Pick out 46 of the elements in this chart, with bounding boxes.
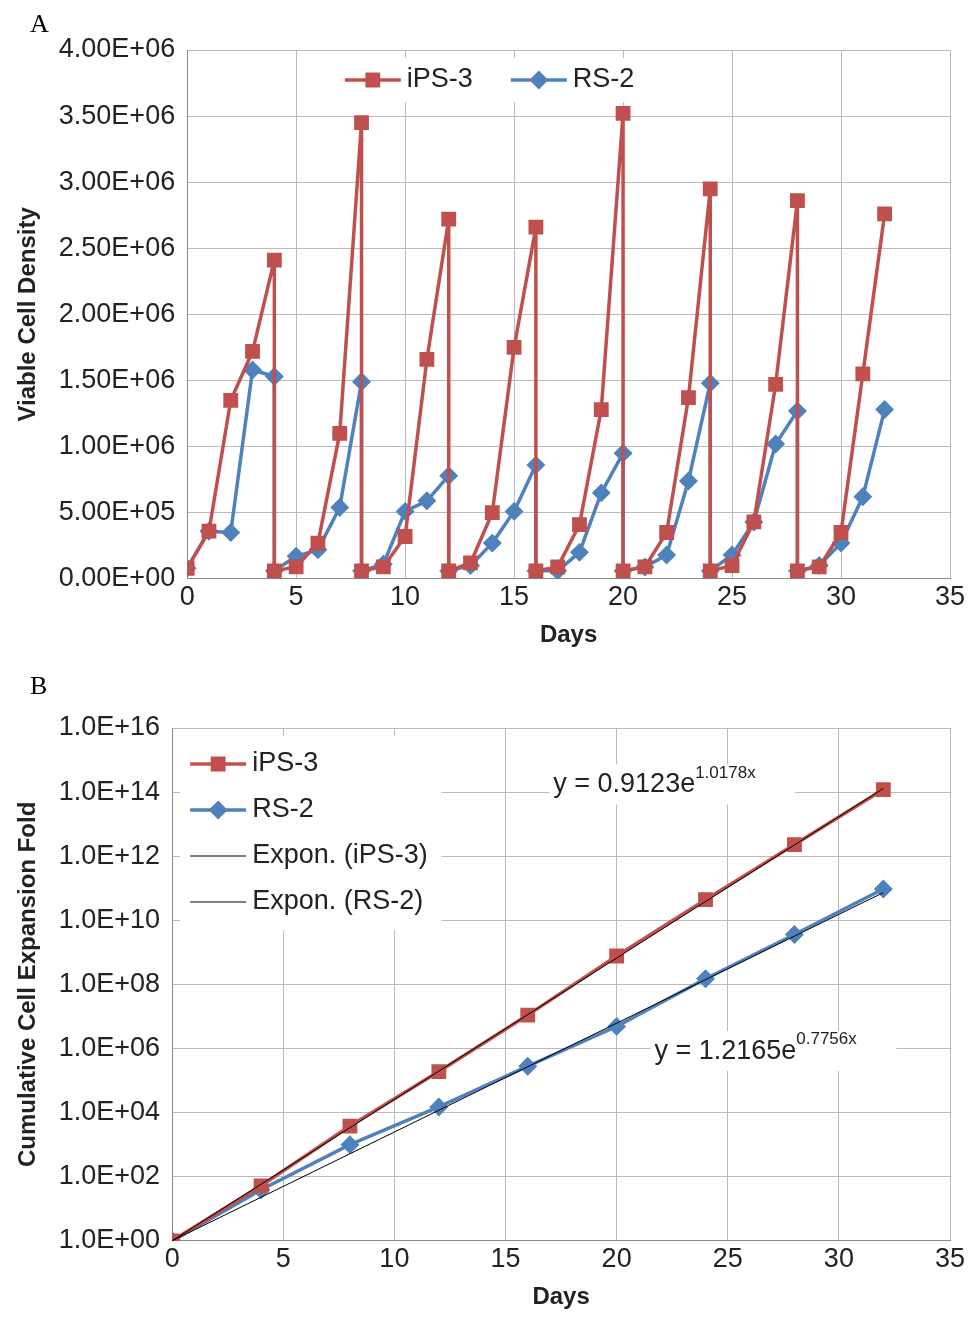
y-tick-label: 1.0E+14 [58,775,161,806]
y-tick-label: 0.00E+00 [58,562,176,593]
x-tick-label: 5 [275,1243,291,1274]
y-tick-label: 2.50E+06 [58,231,176,262]
y-axis-title: Cumulative Cell Expansion Fold [13,801,41,1168]
x-tick-label: 35 [934,1243,966,1274]
chart-title: B [30,670,48,700]
y-tick-label: 1.0E+10 [58,903,161,934]
x-tick-label: 10 [379,1243,410,1274]
legend-label: Expon. (iPS-3) [252,839,428,870]
x-tick-label: 30 [826,581,857,612]
legend-label: RS-2 [572,63,635,94]
x-tick-label: 20 [608,581,639,612]
x-tick-label: 25 [712,1243,743,1274]
y-tick-label: 1.00E+06 [58,430,176,461]
x-tick-label: 15 [499,581,530,612]
y-tick-label: 1.0E+04 [58,1096,161,1127]
y-tick-label: 1.0E+12 [58,839,161,870]
x-tick-label: 5 [288,581,304,612]
legend-label: Expon. (RS-2) [252,885,424,916]
x-axis-title: Days [532,1282,590,1310]
y-tick-label: 1.0E+08 [58,967,161,998]
y-tick-label: 1.0E+06 [58,1031,161,1062]
y-tick-label: 3.00E+06 [58,165,176,196]
x-tick-label: 20 [601,1243,632,1274]
x-tick-label: 10 [390,581,421,612]
x-axis-title: Days [539,620,598,648]
y-tick-label: 4.00E+06 [58,33,176,64]
y-tick-label: 1.0E+00 [58,1224,161,1255]
x-tick-label: 0 [179,581,195,612]
legend-label: RS-2 [252,793,314,824]
x-tick-label: 30 [823,1243,854,1274]
y-tick-label: 1.50E+06 [58,363,176,394]
y-tick-label: 2.00E+06 [58,297,176,328]
x-tick-label: 0 [164,1243,180,1274]
y-tick-label: 1.0E+16 [58,711,161,742]
x-tick-label: 35 [934,581,966,612]
y-axis-title: Viable Cell Density [13,206,41,422]
x-tick-label: 15 [490,1243,521,1274]
x-tick-label: 25 [717,581,748,612]
y-tick-label: 3.50E+06 [58,99,176,130]
y-tick-label: 5.00E+05 [58,496,176,527]
chart-title: A [30,8,49,38]
y-tick-label: 1.0E+02 [58,1160,161,1191]
legend-label: iPS-3 [252,747,319,778]
legend-label: iPS-3 [406,63,473,94]
